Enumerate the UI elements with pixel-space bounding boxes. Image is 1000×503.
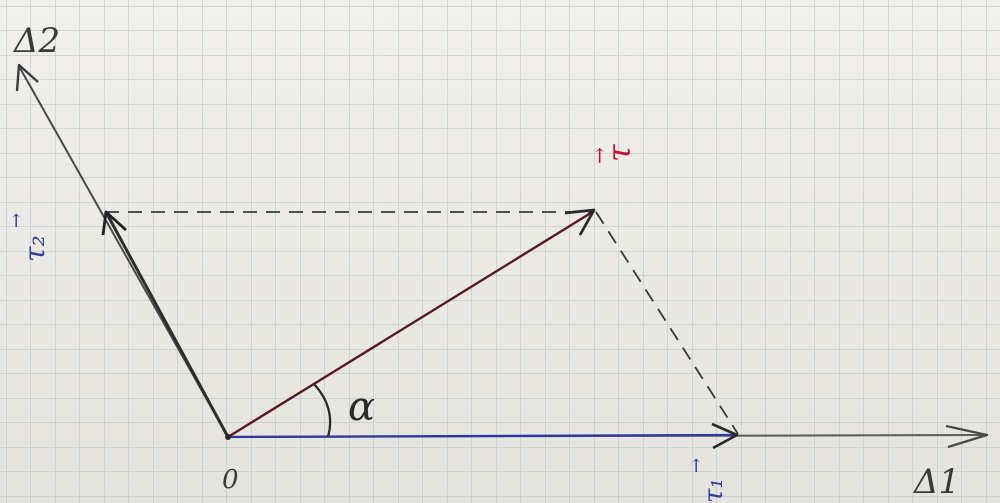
origin-point xyxy=(225,434,231,440)
resultant-vector-arrowhead xyxy=(564,208,596,236)
component-vector-1-arrowhead xyxy=(711,422,739,450)
resultant-vector xyxy=(227,209,595,439)
component-vector-2-label-arrow: → xyxy=(6,213,27,228)
component-vector-1 xyxy=(227,433,737,439)
angle-arc xyxy=(313,383,332,438)
component-vector-2-label: τ₂ → xyxy=(6,213,51,262)
axis-delta-1-label: Δ1 xyxy=(912,462,960,502)
axis-delta-2-arrowhead xyxy=(15,63,39,92)
component-vector-2 xyxy=(105,213,230,438)
origin-label: 0 xyxy=(222,465,239,495)
resultant-vector-label: τ → xyxy=(587,143,638,164)
axis-delta-2-label: Δ2 xyxy=(12,21,60,61)
resultant-vector-label-arrow: → xyxy=(587,147,611,164)
component-vector-1-label-arrow: → xyxy=(686,458,707,473)
projection-line-oblique xyxy=(595,211,739,435)
component-vector-2-arrowhead xyxy=(101,210,127,236)
axis-delta-1-arrowhead xyxy=(945,424,989,449)
angle-label: α xyxy=(348,384,375,430)
component-vector-2-label-text: τ₂ xyxy=(18,235,51,262)
resultant-vector-label-text: τ xyxy=(600,143,638,162)
component-vector-1-label-text: τ₁ xyxy=(699,478,729,503)
component-vector-1-label: τ₁ → xyxy=(686,458,729,503)
